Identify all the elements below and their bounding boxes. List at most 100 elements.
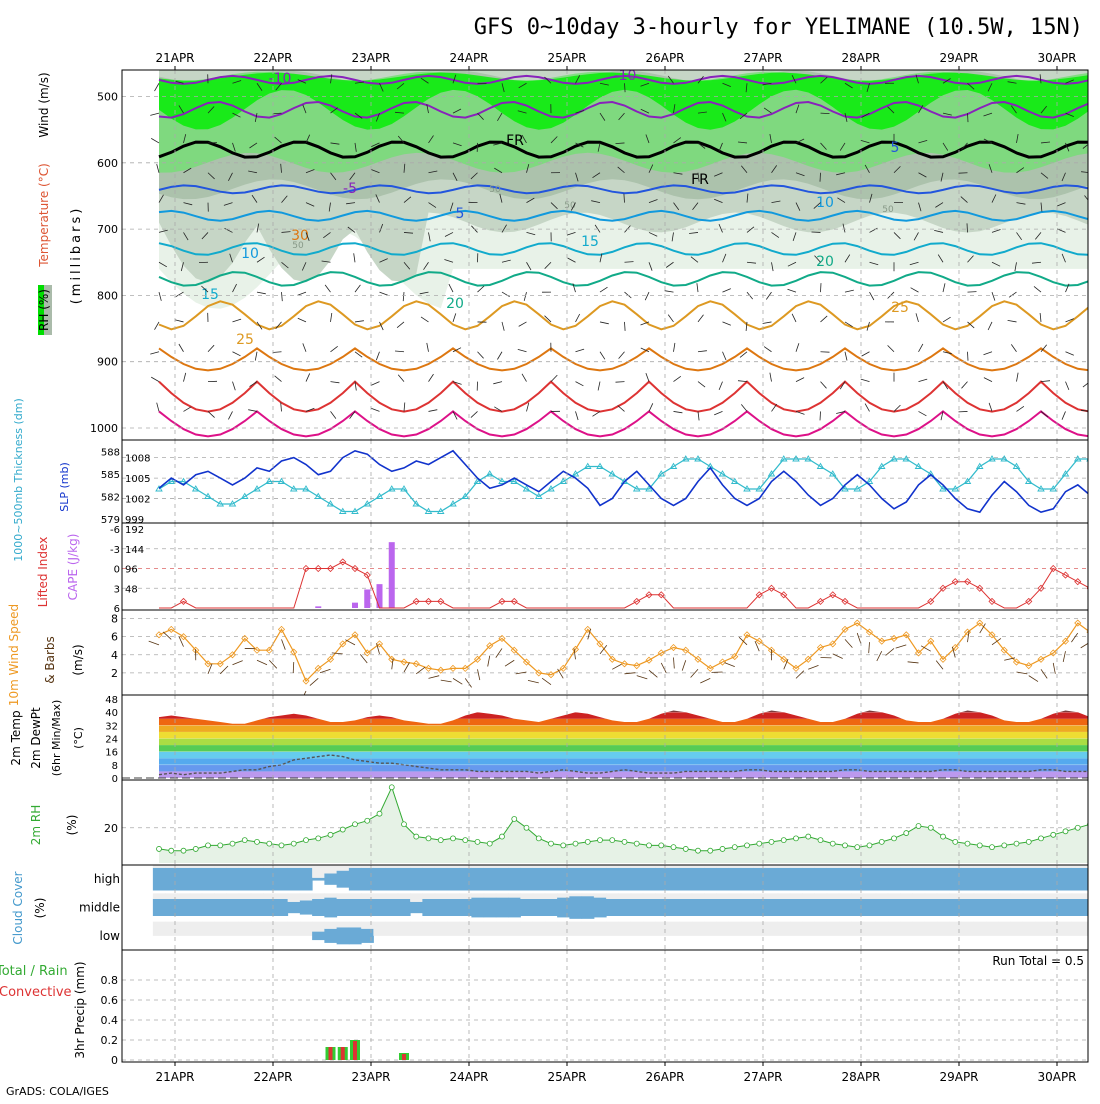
temp-color-band xyxy=(122,725,1088,732)
rh-point xyxy=(561,843,566,848)
cloud-clear-low xyxy=(251,922,264,936)
contour-label: 15 xyxy=(201,287,219,303)
wind-barb xyxy=(453,313,456,322)
cloud-clear-middle xyxy=(190,893,203,899)
cloud-clear-middle xyxy=(324,893,337,897)
cloud-clear-middle xyxy=(582,893,595,896)
rh-point xyxy=(610,838,615,843)
cloud-clear-low xyxy=(851,922,864,936)
cloud-bar-middle xyxy=(312,899,325,916)
temp-ytick: 40 xyxy=(105,708,118,719)
cloud-clear-middle xyxy=(557,893,570,897)
cloud-clear-middle xyxy=(312,893,325,899)
cloud-clear-low xyxy=(729,922,742,936)
dewpt-ylabel: 2m DewPt xyxy=(29,707,43,769)
cloud-clear-middle xyxy=(827,893,840,899)
cloud-bar-middle xyxy=(324,898,337,918)
wind-barb xyxy=(524,292,526,301)
cloud-clear-middle xyxy=(643,893,656,899)
cloud-clear-low xyxy=(337,922,350,928)
wind-barb-10m xyxy=(877,651,882,661)
cloud-clear-low xyxy=(606,922,619,936)
wind-barb xyxy=(175,320,184,322)
temp-color-band xyxy=(122,712,1088,719)
wind-barb xyxy=(395,351,404,352)
cloud-clear-middle xyxy=(520,893,533,899)
cloud-panel xyxy=(153,865,1100,944)
precip-ytick: 0 xyxy=(111,1054,118,1067)
wind-barb xyxy=(714,411,722,414)
cloud-bar-middle xyxy=(435,899,448,916)
wind-barb xyxy=(157,403,159,412)
cloud-clear-middle xyxy=(814,893,827,899)
cloud-bar-middle xyxy=(569,896,582,919)
cloud-clear-low xyxy=(876,922,889,936)
cloud-clear-middle xyxy=(778,893,791,899)
rh-point xyxy=(720,846,725,851)
wind-barb xyxy=(331,313,332,322)
cloud-clear-low xyxy=(1096,922,1100,936)
wind-barb-10m xyxy=(429,676,440,679)
cloud-bar-middle xyxy=(165,899,178,916)
wind-barb xyxy=(354,253,355,262)
lifted-ylabel: Lifted Index xyxy=(36,537,50,608)
lifted-ytick: -6 xyxy=(110,525,120,536)
wind-barb xyxy=(821,283,822,292)
cloud-clear-middle xyxy=(631,893,644,899)
rh-point xyxy=(365,818,370,823)
rh-point xyxy=(451,836,456,841)
wind-barb xyxy=(397,322,404,328)
wind-barb xyxy=(1062,411,1066,419)
wind-barb xyxy=(248,410,257,412)
rh-point xyxy=(696,848,701,853)
cloud-bar-high xyxy=(202,868,215,891)
slp-panel xyxy=(122,451,1100,514)
cloud-bar-middle xyxy=(778,899,791,916)
date-label-top: 26APR xyxy=(645,51,684,65)
temp-color-band xyxy=(122,745,1088,752)
profile-ylabel-wind: Wind (m/s) xyxy=(37,72,51,137)
wind-barb xyxy=(668,315,673,322)
wind-barb xyxy=(1090,322,1096,329)
cloud-bar-high xyxy=(312,878,325,881)
date-label-top: 30APR xyxy=(1037,51,1076,65)
cloud-clear-middle xyxy=(202,893,215,899)
cloud-bar-middle xyxy=(153,899,166,916)
cloud-bar-high xyxy=(594,868,607,891)
rh-point xyxy=(647,843,652,848)
cloud-bar-high xyxy=(177,868,190,891)
cloud-bar-high xyxy=(692,868,705,891)
cloud-bar-middle xyxy=(582,896,595,919)
wind-barb-10m xyxy=(936,661,943,670)
wind-barb xyxy=(870,292,874,300)
cloud-bar-high xyxy=(435,868,448,891)
cloud-bar-middle xyxy=(606,899,619,916)
cloud-bar-high xyxy=(459,868,472,891)
wind-barb-10m xyxy=(282,639,286,649)
rh-point xyxy=(1014,841,1019,846)
wind-barb xyxy=(649,403,653,411)
cloud-bar-middle xyxy=(888,899,901,916)
cloud-bar-middle xyxy=(1084,899,1097,916)
temp-color-band xyxy=(122,758,1088,765)
cloud-clear-low xyxy=(998,922,1011,936)
cape-ytick: 96 xyxy=(125,565,138,576)
precip-ylabel-convective: Convective xyxy=(0,985,72,1000)
rh-point xyxy=(1039,836,1044,841)
cloud-clear-middle xyxy=(912,893,925,899)
cloud-clear-middle xyxy=(508,893,521,897)
wind-barb-10m xyxy=(332,653,343,654)
cloud-bar-middle xyxy=(447,899,460,916)
contour-label: 25 xyxy=(236,332,254,348)
cloud-clear-low xyxy=(790,922,803,936)
cloud-bar-middle xyxy=(361,899,374,916)
cape-ytick: 144 xyxy=(125,545,144,556)
rh-point xyxy=(230,841,235,846)
rh-point xyxy=(267,841,272,846)
wind-barb xyxy=(674,411,683,412)
wind-barb-10m xyxy=(496,648,502,657)
cloud-clear-middle xyxy=(1010,893,1023,899)
rh-point xyxy=(279,843,284,848)
cloud-bar-high xyxy=(680,868,693,891)
precip-convective-bar xyxy=(353,1041,357,1060)
